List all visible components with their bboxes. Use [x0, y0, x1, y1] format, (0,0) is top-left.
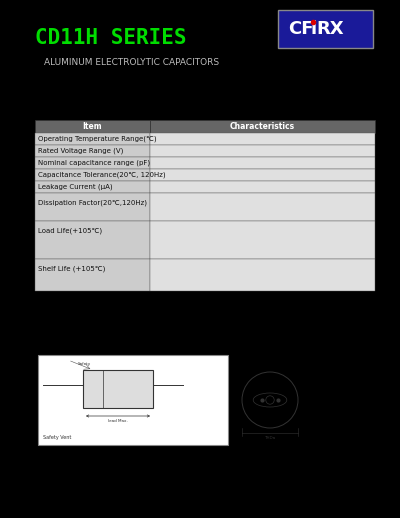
Text: RX: RX [316, 20, 344, 38]
Bar [35, 181, 150, 193]
Text: Nominal capacitance range (pF): Nominal capacitance range (pF) [38, 160, 150, 166]
Bar [150, 193, 375, 221]
Text: Item: Item [83, 122, 102, 131]
Bar [35, 133, 150, 145]
Text: Shelf Life (+105℃): Shelf Life (+105℃) [38, 266, 105, 272]
Text: ALUMINUM ELECTROLYTIC CAPACITORS: ALUMINUM ELECTROLYTIC CAPACITORS [44, 58, 219, 67]
Bar [83, 370, 153, 408]
Text: Rated Voltage Range (V): Rated Voltage Range (V) [38, 148, 123, 154]
Bar [35, 145, 150, 157]
Bar [35, 193, 150, 221]
Text: Leakage Current (μA): Leakage Current (μA) [38, 184, 113, 190]
Text: lead Max.: lead Max. [108, 419, 128, 423]
Bar [35, 120, 150, 133]
Bar [150, 259, 375, 291]
Text: Dissipation Factor(20℃,120Hz): Dissipation Factor(20℃,120Hz) [38, 200, 147, 206]
Bar [35, 157, 150, 169]
Bar [38, 355, 228, 445]
Bar [35, 221, 150, 259]
Bar [35, 169, 150, 181]
Text: Safety: Safety [78, 362, 91, 366]
Text: Characteristics: Characteristics [230, 122, 295, 131]
Bar [150, 181, 375, 193]
Text: CD11H SERIES: CD11H SERIES [35, 28, 186, 48]
Text: i: i [310, 20, 316, 38]
Text: Operating Temperature Range(℃): Operating Temperature Range(℃) [38, 136, 157, 142]
Text: Safety Vent: Safety Vent [43, 435, 71, 440]
Text: Capacitance Tolerance(20℃, 120Hz): Capacitance Tolerance(20℃, 120Hz) [38, 172, 166, 178]
Bar [278, 10, 373, 48]
Bar [150, 133, 375, 145]
Text: CF: CF [288, 20, 314, 38]
Bar [150, 221, 375, 259]
Text: THDa: THDa [264, 436, 276, 440]
Bar [150, 169, 375, 181]
Bar [150, 120, 375, 133]
Bar [150, 157, 375, 169]
Bar [35, 259, 150, 291]
Text: Load Life(+105℃): Load Life(+105℃) [38, 228, 102, 234]
Bar [150, 145, 375, 157]
